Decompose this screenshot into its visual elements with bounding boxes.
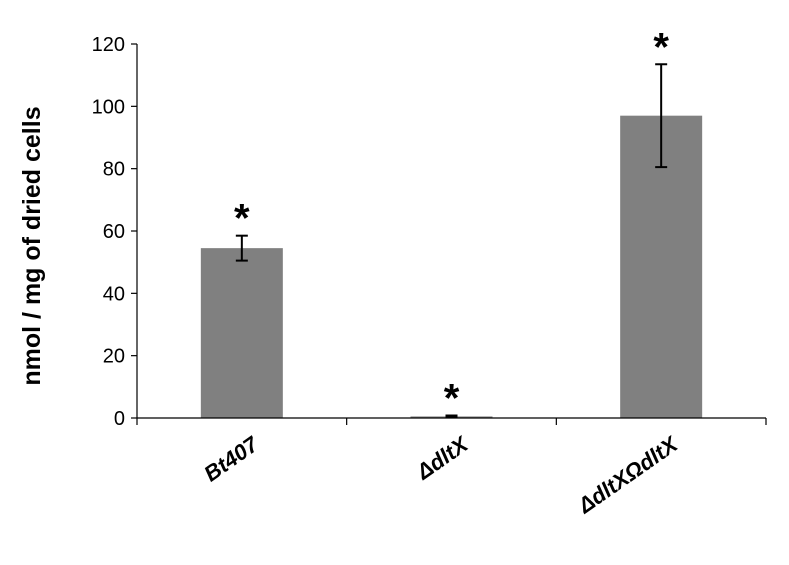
error-bar-2: [445, 414, 458, 419]
x-category-label-1: Bt407: [199, 431, 264, 487]
y-tick-label: 80: [103, 159, 125, 181]
x-axis-ticks: [136, 418, 767, 425]
y-tick-label: 20: [103, 346, 125, 368]
bars: [200, 115, 703, 418]
y-tick-label: 120: [92, 34, 125, 56]
x-category-label-3: ΔdltXΩdltX: [573, 431, 683, 519]
significance-star-3: *: [653, 25, 669, 69]
x-axis-labels: Bt407 ΔdltX ΔdltXΩdltX: [199, 431, 683, 519]
y-tick-label: 60: [103, 221, 125, 243]
error-bars: [235, 63, 668, 419]
significance-markers: * * *: [234, 25, 669, 420]
error-bar-3: [655, 63, 668, 169]
y-tick-label: 0: [114, 408, 125, 430]
error-bar-1: [235, 234, 248, 262]
significance-star-1: *: [234, 197, 250, 241]
significance-star-2: *: [444, 377, 460, 421]
y-tick-label: 100: [92, 96, 125, 118]
y-axis-ticks: 0 20 40 60 80 100 120: [92, 34, 137, 430]
y-tick-label: 40: [103, 283, 125, 305]
x-category-label-2: ΔdltX: [411, 431, 473, 485]
bar-1: [200, 248, 283, 418]
y-axis-title: nmol / mg of dried cells: [18, 106, 46, 385]
